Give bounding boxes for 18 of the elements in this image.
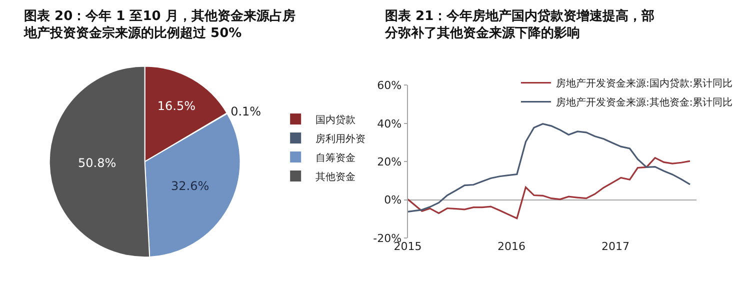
legend-label: 房地产开发资金来源:国内贷款:累计同比 bbox=[556, 78, 733, 90]
legend-label: 房利用外资 bbox=[316, 132, 366, 145]
x-tick-label: 2016 bbox=[498, 240, 526, 254]
x-tick-label: 2017 bbox=[602, 240, 630, 254]
y-tick-label: 0% bbox=[384, 194, 402, 207]
data-label: 32.6% bbox=[170, 179, 210, 194]
y-tick-label: 40% bbox=[377, 117, 402, 130]
legend-label: 房地产开发资金来源:其他资金:累计同比 bbox=[556, 96, 733, 109]
legend-label: 自筹资金 bbox=[316, 152, 356, 164]
legend-label: 其他资金 bbox=[316, 170, 356, 183]
y-tick-label: 20% bbox=[377, 156, 402, 168]
legend-label: 国内贷款 bbox=[316, 114, 356, 126]
chart-title: 图表 20：今年 1 至10 月，其他资金来源占房地产投资资金宗来源的比例超过 50% bbox=[23, 8, 296, 41]
chart-title: 图表 21：今年房地产国内贷款资增速提高，部分弥补了其他资金来源下降的影响 bbox=[384, 8, 655, 41]
data-label: 50.8% bbox=[78, 156, 116, 170]
data-label: 16.5% bbox=[157, 99, 196, 114]
y-tick-label: 60% bbox=[377, 79, 402, 92]
data-label: 0.1% bbox=[230, 104, 262, 119]
